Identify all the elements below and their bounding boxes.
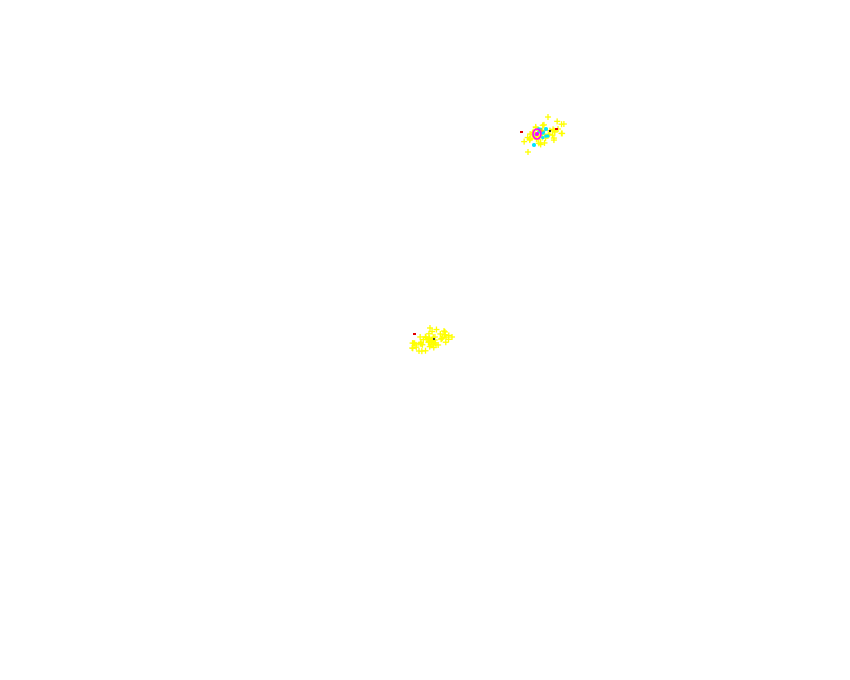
cluster1-dark-marker [549, 130, 551, 132]
cluster2-yellow-marker [409, 344, 416, 351]
cluster2-red-marker [413, 333, 416, 335]
cluster1-yellow-marker [526, 136, 533, 143]
cluster1-yellow-marker [554, 118, 561, 125]
cluster1-yellow-marker [521, 138, 528, 145]
cluster1-magenta-core [532, 128, 542, 140]
cluster2-yellow-marker [427, 325, 433, 331]
cluster2-yellow-marker [435, 341, 442, 348]
cluster1-yellow-marker [559, 130, 566, 137]
cluster1-cyan-marker [544, 134, 548, 138]
cluster1-cyan-marker [532, 143, 536, 147]
cluster1-red-marker [520, 131, 523, 133]
cluster2-yellow-marker [449, 334, 455, 340]
cluster1-yellow-marker [539, 122, 546, 129]
cluster2-yellow-marker [417, 333, 424, 340]
cluster1-cyan-marker [541, 136, 545, 140]
cluster1-yellow-marker [550, 135, 557, 142]
cluster1-cyan-marker [541, 131, 545, 135]
cluster1-red-marker [555, 128, 558, 130]
cluster2-yellow-marker [428, 337, 435, 344]
cluster2-yellow-marker [413, 341, 420, 348]
cluster1-yellow-marker [537, 141, 544, 148]
cluster1-yellow-marker [545, 114, 551, 120]
cluster2-yellow-marker [430, 344, 437, 351]
cluster1-yellow-marker [551, 127, 558, 134]
cluster2-yellow-marker [441, 331, 448, 338]
cluster2-yellow-marker [438, 335, 445, 342]
cluster1-yellow-marker [558, 121, 565, 128]
cluster1-yellow-marker [527, 135, 534, 142]
cluster2-yellow-marker [420, 336, 427, 343]
cluster2-yellow-marker [433, 326, 440, 333]
cluster1-magenta-center [535, 132, 539, 136]
cluster2-yellow-marker [422, 347, 429, 354]
cluster1-yellow-marker [525, 149, 531, 155]
cluster2-yellow-marker [417, 340, 424, 347]
cluster2-yellow-marker [442, 339, 449, 346]
cluster2-yellow-marker [439, 335, 446, 342]
cluster1-cyan-marker [544, 127, 548, 131]
cluster2-yellow-marker [429, 328, 436, 335]
cluster2-yellow-marker [437, 330, 444, 337]
cluster2-dark-marker [433, 338, 435, 340]
cluster2-yellow-marker [416, 348, 422, 354]
